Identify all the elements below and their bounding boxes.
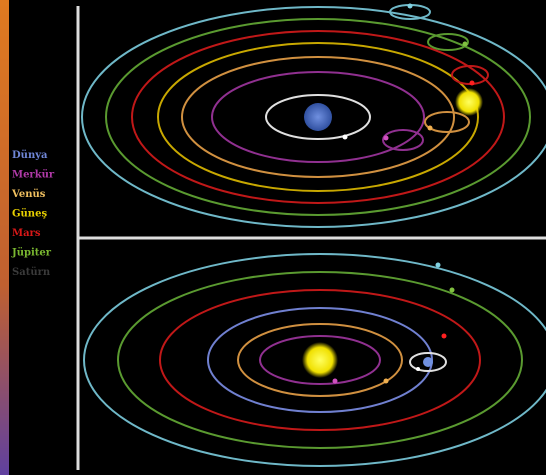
- legend: Dünya Merkür Venüs Güneş Mars Jüpiter Satürn: [11, 150, 55, 278]
- orbit: [117, 271, 523, 449]
- earth: [304, 103, 332, 131]
- legend-label: Satürn: [12, 267, 51, 278]
- orbit: [259, 335, 381, 385]
- orbit: [181, 56, 455, 178]
- epicycle: [424, 111, 470, 133]
- mercury: [332, 378, 338, 384]
- venus: [427, 125, 433, 131]
- epicycle: [382, 129, 424, 151]
- left-edge: [0, 0, 9, 475]
- orbit: [159, 289, 481, 431]
- jupiter: [449, 287, 455, 293]
- orbit: [131, 30, 505, 204]
- mars: [469, 80, 475, 86]
- epicycle: [427, 33, 469, 51]
- legend-label: Dünya: [12, 150, 48, 161]
- legend-label: Mars: [12, 228, 41, 239]
- orbit: [83, 253, 546, 467]
- venus: [383, 378, 389, 384]
- saturn: [435, 262, 441, 268]
- legend-label: Güneş: [12, 209, 47, 220]
- sun: [302, 342, 338, 378]
- orbit: [265, 94, 371, 140]
- moon: [416, 367, 420, 371]
- orbit: [105, 18, 531, 216]
- orbit: [211, 71, 425, 163]
- sun: [455, 88, 483, 116]
- legend-label: Jüpiter: [11, 248, 52, 259]
- earth: [423, 357, 433, 367]
- orbit: [157, 42, 479, 192]
- moon-orbit: [409, 352, 447, 372]
- orbit: [237, 323, 403, 397]
- orbit: [81, 6, 546, 228]
- legend-label: Merkür: [12, 170, 55, 181]
- legend-label: Venüs: [11, 189, 46, 200]
- heliocentric-model: [83, 253, 546, 467]
- moon: [342, 134, 348, 140]
- saturn: [407, 3, 413, 9]
- mercury: [383, 135, 389, 141]
- jupiter: [462, 41, 468, 47]
- mars: [441, 333, 447, 339]
- geocentric-model: [81, 3, 546, 228]
